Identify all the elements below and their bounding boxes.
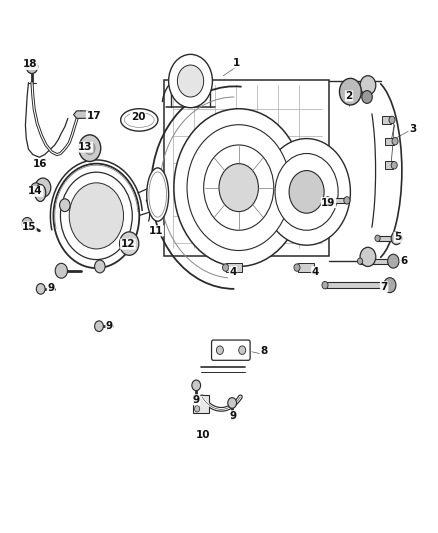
Polygon shape — [226, 263, 242, 272]
Circle shape — [35, 178, 51, 197]
Text: 13: 13 — [78, 142, 93, 152]
Polygon shape — [298, 263, 314, 272]
Ellipse shape — [124, 112, 154, 127]
Circle shape — [60, 199, 70, 212]
Polygon shape — [360, 259, 393, 264]
Circle shape — [174, 109, 304, 266]
Text: 10: 10 — [196, 431, 211, 440]
Ellipse shape — [147, 168, 169, 221]
Circle shape — [388, 254, 399, 268]
Circle shape — [391, 161, 397, 169]
Circle shape — [223, 264, 229, 271]
Circle shape — [289, 171, 324, 213]
Text: 4: 4 — [312, 267, 319, 277]
Circle shape — [339, 78, 361, 105]
Ellipse shape — [120, 109, 158, 131]
Text: 12: 12 — [120, 239, 135, 249]
Circle shape — [79, 135, 101, 161]
Circle shape — [69, 183, 124, 249]
Circle shape — [192, 380, 201, 391]
FancyBboxPatch shape — [164, 80, 328, 256]
Circle shape — [325, 197, 331, 204]
Circle shape — [228, 398, 237, 408]
Text: 15: 15 — [21, 222, 36, 232]
Circle shape — [60, 172, 132, 260]
Circle shape — [55, 263, 67, 278]
Circle shape — [375, 235, 380, 241]
Text: 18: 18 — [23, 60, 38, 69]
Circle shape — [194, 406, 200, 412]
Polygon shape — [382, 116, 391, 124]
Circle shape — [239, 346, 246, 354]
Polygon shape — [385, 138, 394, 145]
Circle shape — [85, 142, 95, 155]
Circle shape — [120, 232, 139, 255]
Circle shape — [177, 65, 204, 97]
Circle shape — [294, 264, 300, 271]
Polygon shape — [74, 111, 91, 118]
Circle shape — [344, 197, 350, 204]
Circle shape — [216, 346, 223, 354]
Polygon shape — [378, 236, 396, 241]
Text: 6: 6 — [400, 256, 407, 266]
Circle shape — [392, 138, 398, 145]
Text: 9: 9 — [47, 283, 54, 293]
Circle shape — [31, 183, 41, 196]
Text: 9: 9 — [230, 411, 237, 421]
Polygon shape — [385, 161, 393, 169]
Polygon shape — [325, 282, 390, 288]
Circle shape — [263, 139, 350, 245]
Text: 5: 5 — [394, 232, 401, 242]
Circle shape — [169, 54, 212, 108]
Text: 2: 2 — [346, 91, 353, 101]
Text: 19: 19 — [321, 198, 336, 207]
Circle shape — [95, 260, 105, 273]
Circle shape — [194, 397, 200, 403]
Circle shape — [322, 281, 328, 289]
Text: 9: 9 — [193, 395, 200, 405]
Circle shape — [360, 76, 376, 95]
FancyBboxPatch shape — [212, 340, 250, 360]
Circle shape — [389, 116, 395, 124]
Circle shape — [384, 278, 396, 293]
Circle shape — [187, 125, 290, 251]
Circle shape — [22, 217, 32, 230]
Text: 7: 7 — [381, 282, 388, 292]
Circle shape — [360, 247, 376, 266]
Polygon shape — [328, 198, 347, 203]
Circle shape — [204, 145, 274, 230]
Text: 20: 20 — [131, 112, 145, 122]
Text: 9: 9 — [106, 321, 113, 331]
Ellipse shape — [35, 184, 46, 201]
Circle shape — [275, 154, 338, 230]
Circle shape — [36, 284, 45, 294]
Text: 16: 16 — [32, 159, 47, 168]
Text: 11: 11 — [149, 226, 164, 236]
Text: 14: 14 — [28, 187, 43, 196]
Circle shape — [95, 321, 103, 332]
Text: 4: 4 — [230, 267, 237, 277]
Text: 3: 3 — [409, 124, 416, 134]
Circle shape — [362, 91, 372, 103]
Text: 8: 8 — [260, 346, 267, 356]
Text: 1: 1 — [233, 58, 240, 68]
Circle shape — [53, 164, 139, 268]
Circle shape — [391, 232, 402, 245]
Circle shape — [26, 60, 38, 74]
Circle shape — [357, 258, 363, 264]
Text: 17: 17 — [86, 111, 101, 120]
Circle shape — [219, 164, 258, 212]
Polygon shape — [193, 395, 209, 413]
